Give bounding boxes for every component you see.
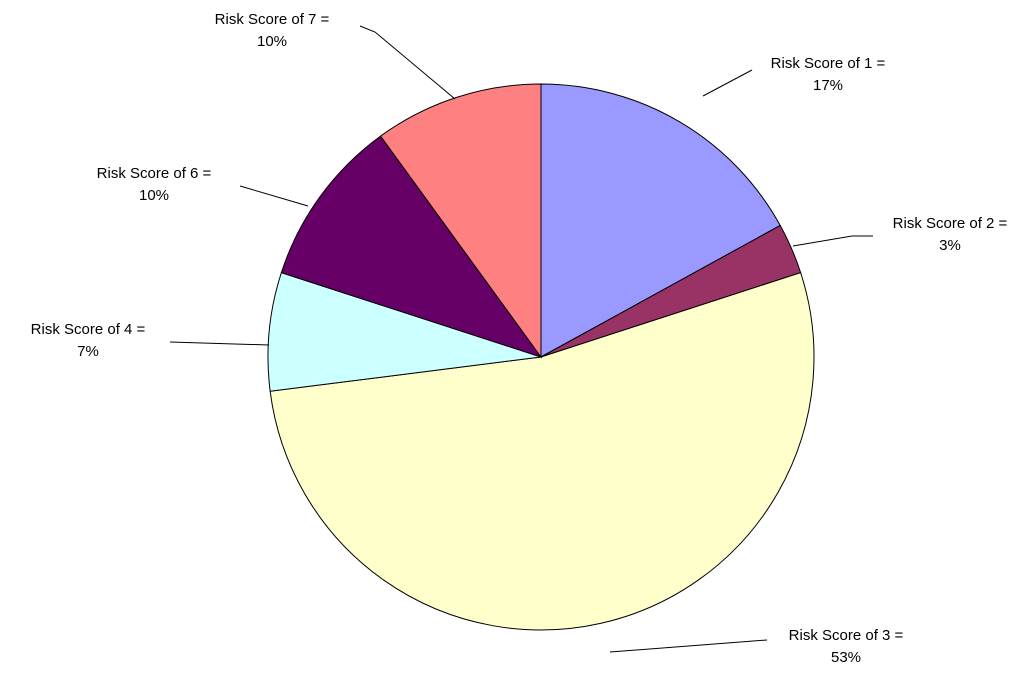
leader-lines-layer xyxy=(169,25,873,653)
pie-slice-6 xyxy=(379,83,542,359)
leader-line-5 xyxy=(239,185,309,207)
slice-percent-4: 7% xyxy=(77,343,99,360)
leader-line-3 xyxy=(609,639,768,653)
slices-layer xyxy=(267,83,815,631)
slice-label-2: Risk Score of 2 = xyxy=(893,215,1008,232)
leader-line-4 xyxy=(169,341,270,346)
leader-line-2 xyxy=(792,235,873,247)
slice-label-6: Risk Score of 7 = xyxy=(215,11,330,28)
slice-label-1: Risk Score of 1 = xyxy=(771,55,886,72)
slice-percent-1: 17% xyxy=(813,77,843,94)
pie-slice-1 xyxy=(540,83,781,358)
leader-line-1 xyxy=(702,69,753,97)
pie-slice-3 xyxy=(269,272,815,631)
slice-label-3: Risk Score of 3 = xyxy=(789,627,904,644)
slice-percent-3: 53% xyxy=(831,649,861,666)
slice-label-5: Risk Score of 6 = xyxy=(97,165,212,182)
pie-slice-4 xyxy=(267,272,542,392)
pie-slice-5 xyxy=(280,135,543,358)
leader-line-6 xyxy=(359,25,456,100)
slice-label-4: Risk Score of 4 = xyxy=(31,321,146,338)
slice-percent-2: 3% xyxy=(939,237,961,254)
slice-percent-6: 10% xyxy=(257,33,287,50)
labels-layer: Risk Score of 1 = 17% Risk Score of 2 = 3% R… xyxy=(31,11,1008,666)
slice-percent-5: 10% xyxy=(139,187,169,204)
